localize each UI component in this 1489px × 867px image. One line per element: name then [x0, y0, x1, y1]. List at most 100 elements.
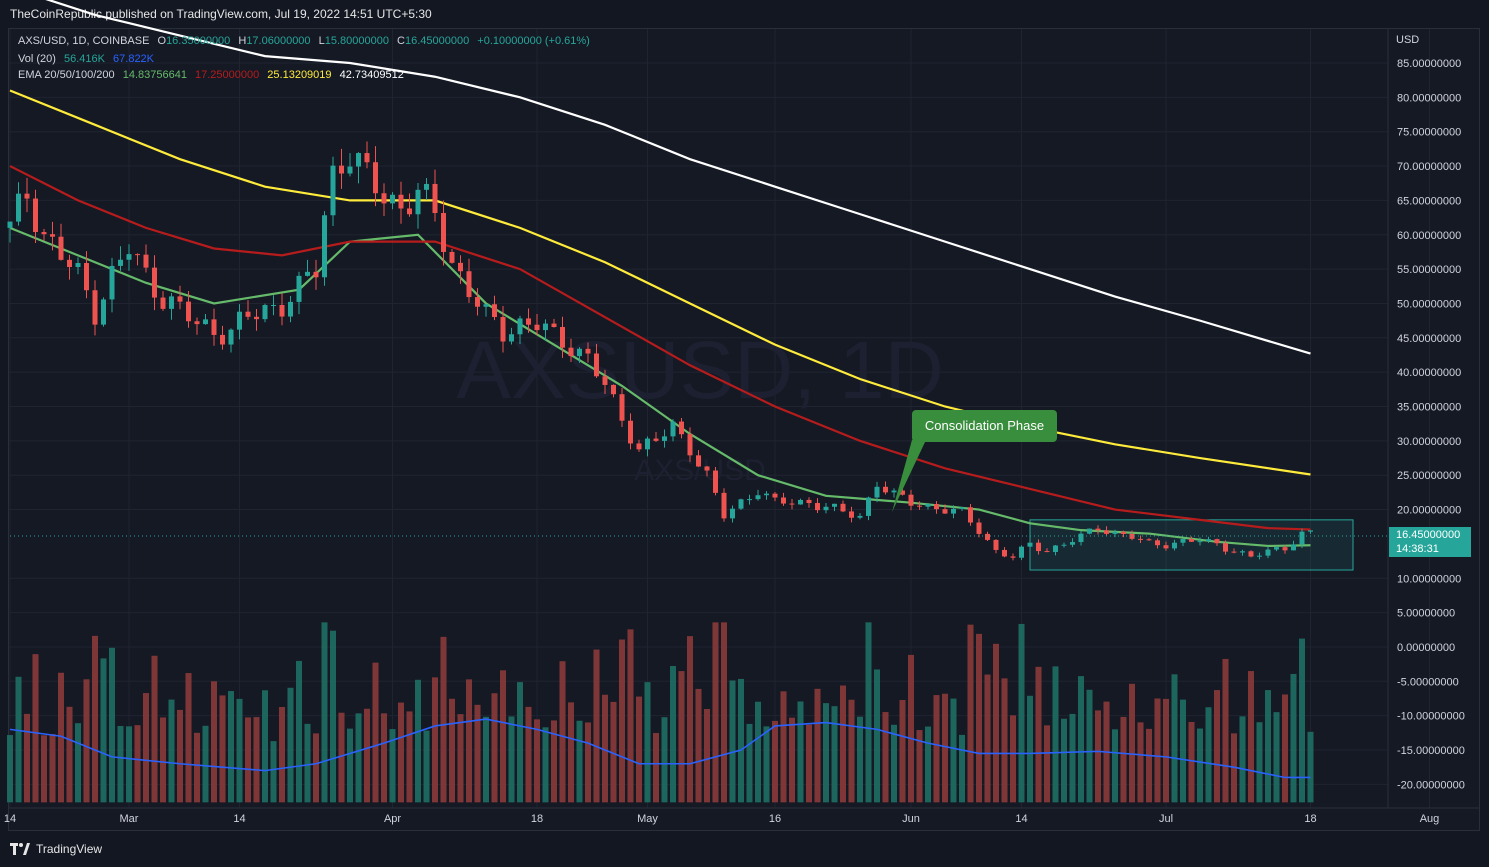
- volume-bar: [202, 725, 209, 803]
- candle-body: [934, 504, 939, 510]
- volume-bar: [1197, 728, 1203, 803]
- candle-body: [1265, 549, 1271, 556]
- candle-body: [424, 183, 429, 190]
- candle-body: [330, 165, 336, 216]
- candle-body: [16, 193, 21, 222]
- candle-body: [917, 505, 922, 507]
- candle-body: [1138, 538, 1143, 540]
- candle-body: [500, 317, 506, 342]
- candle-body: [874, 486, 880, 498]
- volume-bar: [236, 698, 243, 803]
- volume-bar: [1205, 707, 1212, 803]
- tradingview-label: TradingView: [36, 842, 103, 856]
- candle-body: [1240, 551, 1245, 553]
- volume-bar: [712, 622, 719, 803]
- footer-bar: [0, 833, 1489, 867]
- candle-body: [313, 271, 319, 278]
- candle-body: [1206, 539, 1211, 542]
- price-tick-label: 55.00000000: [1397, 264, 1461, 276]
- candle-body: [1027, 542, 1033, 547]
- candle-body: [747, 499, 752, 501]
- candle-body: [135, 254, 140, 256]
- candle-body: [1078, 533, 1084, 543]
- candle-body: [985, 533, 990, 540]
- candle-body: [1087, 528, 1092, 534]
- candle-body: [611, 384, 616, 395]
- candle-body: [704, 466, 710, 471]
- candle-body: [594, 353, 599, 377]
- candle-body: [160, 297, 166, 309]
- candle-body: [517, 318, 523, 335]
- time-tick-label: Aug: [1420, 813, 1440, 825]
- candle-body: [1146, 539, 1152, 541]
- volume-bars: [7, 622, 1314, 803]
- volume-bar: [1044, 725, 1050, 803]
- volume-bar: [1146, 728, 1152, 803]
- ema50-line: [9, 165, 1311, 531]
- volume-bar: [457, 714, 464, 803]
- candle-body: [203, 319, 208, 325]
- volume-bar: [908, 654, 914, 803]
- candle-body: [976, 522, 982, 534]
- candle-body: [1257, 555, 1262, 557]
- volume-bar: [211, 681, 217, 803]
- legend-ema100: 25.13209019: [267, 69, 332, 81]
- volume-bar: [117, 726, 124, 803]
- candle-body: [228, 329, 234, 345]
- volume-bar: [1180, 699, 1186, 803]
- candle-body: [730, 508, 735, 519]
- volume-bar: [500, 670, 506, 803]
- candle-body: [1231, 551, 1237, 553]
- volume-bar: [1163, 698, 1169, 803]
- volume-bar: [959, 734, 965, 803]
- volume-bar: [1214, 690, 1220, 803]
- legend-change: +0.10000000 (+0.61%): [477, 35, 590, 47]
- candle-body: [67, 259, 72, 268]
- volume-bar: [24, 713, 30, 803]
- candle-body: [636, 443, 642, 450]
- volume-bar: [559, 661, 566, 803]
- volume-bar: [1052, 666, 1059, 803]
- volume-bar: [423, 730, 430, 803]
- candle-body: [891, 490, 897, 493]
- candle-body: [628, 420, 633, 444]
- candle-body: [1044, 551, 1050, 553]
- legend-ema50: 17.25000000: [195, 69, 260, 81]
- legend-vol-value: 56.416K: [63, 53, 105, 65]
- candle-body: [526, 318, 531, 325]
- volume-bar: [568, 702, 574, 803]
- volume-bar: [330, 630, 336, 803]
- candle-body: [908, 494, 914, 506]
- volume-bar: [398, 702, 404, 803]
- candle-body: [101, 299, 106, 325]
- candle-body: [1299, 531, 1305, 545]
- volume-bar: [168, 699, 175, 803]
- volume-bar: [517, 682, 523, 803]
- volume-bar: [347, 728, 353, 803]
- candle-body: [279, 305, 285, 317]
- volume-bar: [789, 717, 795, 803]
- candle-body: [118, 259, 123, 266]
- volume-bar: [806, 724, 812, 803]
- candle-body: [645, 438, 650, 450]
- time-tick-label: Mar: [120, 813, 139, 825]
- time-tick-label: Apr: [384, 813, 401, 825]
- price-tick-label: 35.00000000: [1397, 402, 1461, 414]
- consolidation-callout: Consolidation Phase: [912, 410, 1057, 442]
- volume-bar: [993, 643, 999, 803]
- volume-bar: [160, 717, 166, 803]
- candle-body: [713, 470, 718, 493]
- volume-bar: [1282, 694, 1288, 803]
- volume-bar: [857, 716, 863, 803]
- last-price-tag: 16.45000000 14:38:31: [1389, 527, 1471, 557]
- tradingview-brand[interactable]: TradingView: [10, 842, 102, 856]
- volume-bar: [100, 658, 107, 803]
- volume-bar: [644, 682, 651, 803]
- time-tick-label: Jul: [1159, 813, 1173, 825]
- candle-body: [322, 215, 327, 278]
- volume-bar: [593, 649, 600, 803]
- volume-bar: [534, 719, 540, 803]
- price-tick-label: 0.00000000: [1397, 642, 1455, 654]
- candle-body: [126, 254, 132, 260]
